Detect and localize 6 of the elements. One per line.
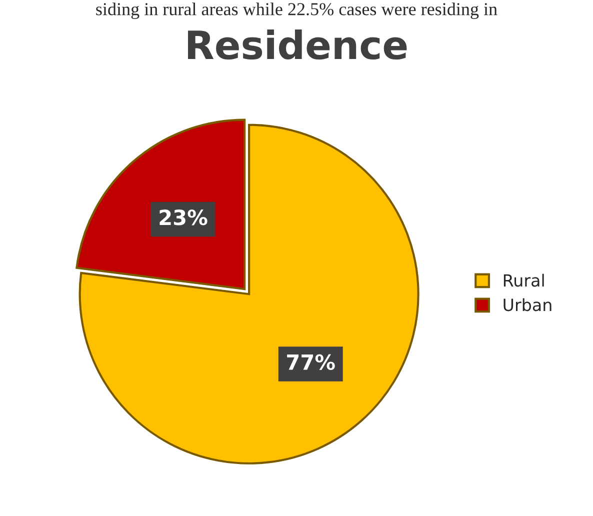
data-label: 77% xyxy=(287,354,335,370)
legend-label: Rural xyxy=(504,274,544,287)
data-label: 23% xyxy=(160,210,208,226)
chart-title: Residence xyxy=(188,29,407,60)
legend-label: Urban xyxy=(504,298,552,312)
text: siding in rural areas while 22.5% cases were residing in xyxy=(96,2,498,20)
